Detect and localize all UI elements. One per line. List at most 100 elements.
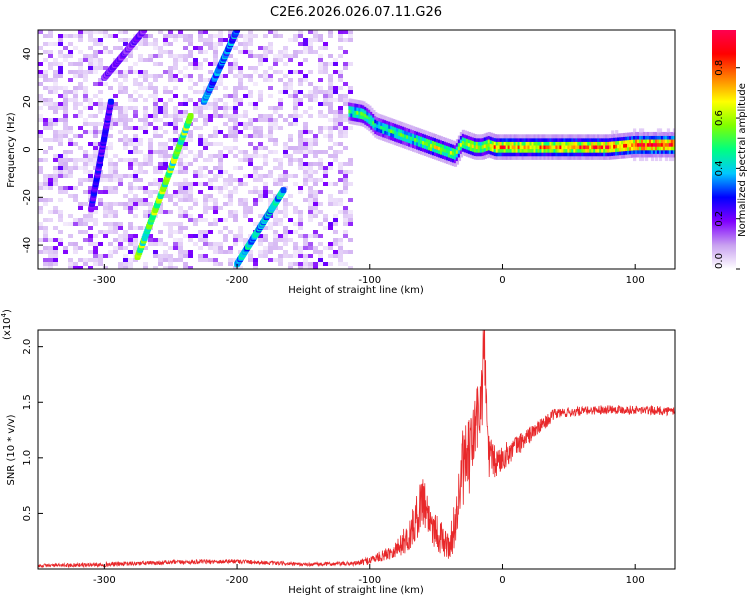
ridge-cell (555, 148, 559, 153)
heatmap-cell (283, 142, 288, 146)
heatmap-cell (198, 234, 203, 238)
ridge-cell (567, 148, 571, 153)
ridge-cell (567, 145, 571, 150)
ridge-cell (605, 145, 609, 150)
heatmap-cell (248, 90, 253, 94)
heatmap-cell (318, 166, 323, 170)
heatmap-cell (203, 142, 208, 146)
ridge-cell (525, 148, 529, 153)
heatmap-cell (53, 134, 58, 138)
heatmap-cell (38, 94, 43, 98)
heatmap-cell (173, 246, 178, 250)
ridge-cell (487, 146, 491, 151)
ridge-cell (617, 144, 621, 149)
heatmap-cell (178, 118, 183, 122)
heatmap-cell (293, 150, 298, 154)
ridge-cell (390, 118, 394, 123)
heatmap-cell (128, 158, 133, 162)
heatmap-cell (173, 238, 178, 242)
heatmap-cell (63, 126, 68, 130)
heatmap-cell (213, 54, 218, 58)
ridge-cell (366, 118, 370, 123)
heatmap-cell (153, 254, 158, 258)
ridge-cell (529, 148, 533, 153)
ridge-cell (451, 140, 456, 145)
heatmap-cell (288, 38, 293, 42)
heatmap-cell (263, 174, 268, 178)
heatmap-cell (158, 206, 163, 210)
heatmap-cell (283, 210, 288, 214)
heatmap-cell (148, 206, 153, 210)
ridge-cell (408, 128, 412, 133)
heatmap-cell (278, 166, 283, 170)
ridge-cell (623, 154, 627, 159)
ridge-cell (481, 137, 485, 142)
ridge-cell (631, 139, 635, 144)
ridge-cell (638, 149, 643, 154)
ridge-cell (565, 148, 569, 153)
heatmap-cell (138, 138, 143, 142)
heatmap-cell (48, 146, 53, 150)
ridge-cell (517, 155, 521, 160)
heatmap-cell (128, 174, 133, 178)
heatmap-cell (178, 58, 183, 62)
ridge-cell (507, 145, 511, 150)
heatmap-cell (273, 166, 278, 170)
heatmap-cell (183, 182, 188, 186)
heatmap-cell (133, 226, 138, 230)
heatmap-cell (98, 174, 103, 178)
heatmap-cell (258, 134, 263, 138)
heatmap-cell (218, 166, 223, 170)
heatmap-cell (183, 46, 188, 50)
heatmap-cell (238, 230, 243, 234)
heatmap-cell (48, 106, 53, 110)
ridge-cell (443, 137, 448, 142)
heatmap-cell (268, 190, 273, 194)
heatmap-cell (83, 150, 88, 154)
heatmap-cell (288, 218, 293, 222)
ridge-cell (364, 102, 368, 107)
ridge-cell (455, 146, 460, 151)
heatmap-cell (83, 122, 88, 126)
heatmap-cell (253, 106, 258, 110)
heatmap-cell (158, 30, 163, 34)
ridge-cell (425, 145, 430, 150)
heatmap-cell (188, 54, 193, 58)
ridge-cell (593, 152, 597, 157)
heatmap-cell (153, 178, 158, 182)
ridge-cell (563, 137, 567, 142)
heatmap-cell (158, 46, 163, 50)
heatmap-cell (143, 266, 148, 269)
ridge-cell (493, 134, 497, 139)
heatmap-cell (108, 178, 113, 182)
heatmap-cell (328, 118, 333, 122)
heatmap-cell (73, 74, 78, 78)
ridge-cell (376, 116, 380, 121)
ridge-cell (521, 134, 525, 139)
ridge-cell (597, 141, 601, 146)
heatmap-cell (198, 50, 203, 54)
heatmap-cell (228, 210, 233, 214)
heatmap-cell (228, 54, 233, 58)
heatmap-cell (258, 166, 263, 170)
ridge-cell (555, 137, 559, 142)
heatmap-cell (43, 250, 48, 254)
ridge-cell (529, 137, 533, 142)
ridge-cell (599, 137, 603, 142)
heatmap-cell (153, 242, 158, 246)
ridge-cell (505, 137, 509, 142)
heatmap-cell (48, 86, 53, 90)
heatmap-cell (133, 178, 138, 182)
heatmap-cell (113, 170, 118, 174)
heatmap-cell (248, 210, 253, 214)
heatmap-cell (113, 226, 118, 230)
ridge-cell (414, 144, 418, 149)
heatmap-cell (168, 222, 173, 226)
ridge-cell (398, 128, 402, 133)
heatmap-cell (273, 106, 278, 110)
heatmap-cell (118, 114, 123, 118)
ridge-cell (483, 154, 487, 159)
ridge-cell (569, 137, 573, 142)
heatmap-cell (68, 126, 73, 130)
ridge-cell (477, 141, 481, 146)
